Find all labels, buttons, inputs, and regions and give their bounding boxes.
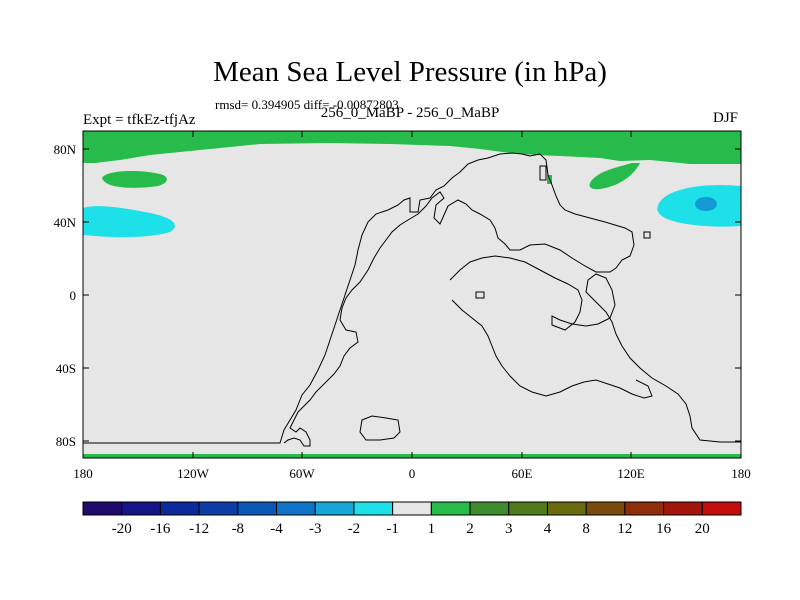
y-tick-label: 80S: [56, 434, 76, 449]
y-tick-label: 40S: [56, 361, 76, 376]
colorbar-label: -4: [270, 521, 283, 537]
cyan-patch-west: [83, 206, 175, 238]
colorbar-label: -8: [232, 521, 245, 537]
x-tick-label: 0: [409, 466, 416, 481]
map-title: Mean Sea Level Pressure (in hPa): [213, 56, 607, 88]
colorbar-swatch: [392, 501, 432, 516]
colorbar-label: -2: [348, 521, 361, 537]
colorbar-label: -1: [386, 521, 399, 537]
colorbar-swatch: [624, 501, 665, 516]
colorbar-label: -20: [112, 521, 132, 537]
stats-text: rmsd= 0.394905 diff= -0.00872803: [215, 97, 399, 112]
map-background: [83, 131, 741, 458]
colorbar-swatch: [585, 501, 626, 516]
y-tick-label: 80N: [54, 142, 77, 157]
colorbar-swatch: [314, 501, 355, 516]
experiment-text: Expt = tfkEz-tfjAz: [83, 112, 196, 128]
green-patch-west: [102, 170, 167, 188]
colorbar: [82, 501, 742, 516]
colorbar-label: 8: [582, 521, 590, 537]
colorbar-swatch: [198, 501, 239, 516]
season-label: DJF: [712, 110, 738, 126]
colorbar-swatch: [701, 501, 742, 516]
y-tick-label: 40N: [54, 215, 77, 230]
colorbar-swatch: [469, 501, 510, 516]
colorbar-swatch: [276, 501, 316, 516]
colorbar-labels: -20 -16 -12 -8 -4 -3 -2 -1 1 2 3 4 8 12 16 20: [112, 521, 710, 537]
colorbar-swatch: [353, 501, 394, 516]
x-tick-label: 120E: [617, 466, 645, 481]
x-tick-label: 180: [73, 466, 93, 481]
colorbar-swatch: [159, 501, 200, 516]
x-tick-label: 60W: [289, 466, 315, 481]
map-field: [83, 131, 741, 458]
colorbar-label: 12: [617, 521, 632, 537]
colorbar-label: -3: [309, 521, 322, 537]
colorbar-swatch: [663, 501, 703, 516]
colorbar-label: 4: [544, 521, 552, 537]
x-tick-label: 120W: [177, 466, 210, 481]
green-patch-east: [589, 163, 640, 190]
colorbar-label: -12: [189, 521, 209, 537]
x-tick-label: 60E: [512, 466, 533, 481]
colorbar-label: 3: [505, 521, 513, 537]
coastlines: [83, 152, 741, 447]
experiment-label: 256_0_MaBP - 256_0_MaBP: [320, 105, 500, 121]
tick-marks: [82, 131, 742, 458]
green-band-north: [83, 131, 741, 164]
colorbar-swatch: [546, 501, 587, 516]
colorbar-swatch: [237, 501, 278, 516]
x-tick-label: 180: [731, 466, 751, 481]
colorbar-label: 1: [428, 521, 436, 537]
colorbar-label: 20: [695, 521, 710, 537]
colorbar-swatch: [82, 501, 123, 516]
y-tick-label: 0: [70, 288, 77, 303]
colorbar-label: -16: [150, 521, 170, 537]
colorbar-label: 16: [656, 521, 672, 537]
colorbar-swatch: [121, 501, 161, 516]
colorbar-swatch: [430, 501, 471, 516]
blue-core-east: [695, 197, 717, 211]
colorbar-label: 2: [466, 521, 474, 537]
colorbar-swatch: [508, 501, 548, 516]
